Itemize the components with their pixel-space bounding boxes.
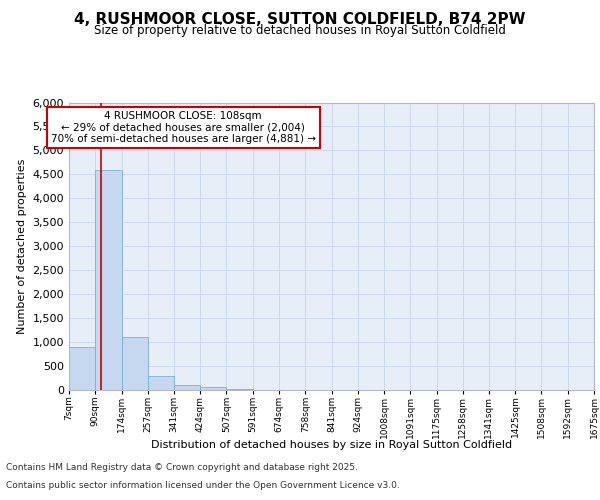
Bar (122, 338, 148, 390)
Text: 4, RUSHMOOR CLOSE, SUTTON COLDFIELD, B74 2PW: 4, RUSHMOOR CLOSE, SUTTON COLDFIELD, B74… (74, 12, 526, 28)
Bar (200, 387, 226, 390)
Y-axis label: Number of detached properties: Number of detached properties (17, 158, 27, 334)
Text: Size of property relative to detached houses in Royal Sutton Coldfield: Size of property relative to detached ho… (94, 24, 506, 37)
Text: Contains HM Land Registry data © Crown copyright and database right 2025.: Contains HM Land Registry data © Crown c… (6, 464, 358, 472)
Bar (174, 385, 200, 390)
Bar (69, 347, 95, 390)
Bar (148, 376, 174, 390)
X-axis label: Distribution of detached houses by size in Royal Sutton Coldfield: Distribution of detached houses by size … (151, 440, 512, 450)
Text: Contains public sector information licensed under the Open Government Licence v3: Contains public sector information licen… (6, 481, 400, 490)
Bar (95, 170, 122, 390)
Text: 4 RUSHMOOR CLOSE: 108sqm
← 29% of detached houses are smaller (2,004)
70% of sem: 4 RUSHMOOR CLOSE: 108sqm ← 29% of detach… (51, 111, 316, 144)
